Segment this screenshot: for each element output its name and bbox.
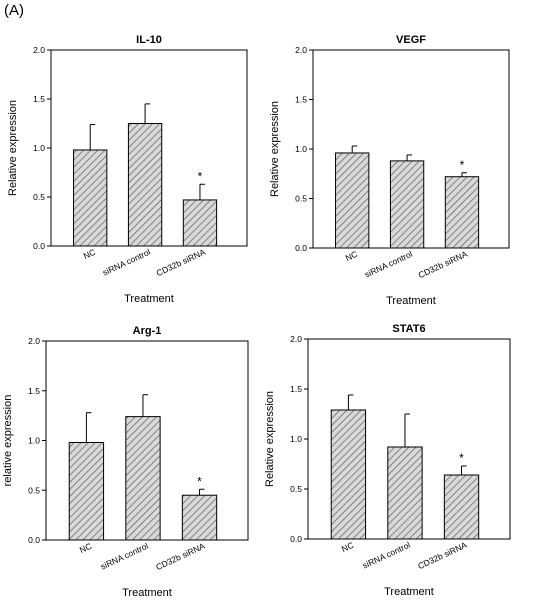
significance-mark: * bbox=[459, 451, 464, 465]
y-tick-label: 1.5 bbox=[295, 95, 307, 105]
y-axis-title: relative expression bbox=[2, 395, 14, 487]
bar bbox=[335, 152, 370, 249]
bar bbox=[443, 474, 480, 540]
bar bbox=[444, 176, 480, 249]
x-axis-title: Treatment bbox=[386, 295, 436, 307]
y-tick-label: 2.0 bbox=[28, 336, 40, 346]
x-axis-title: Treatment bbox=[384, 586, 434, 598]
y-tick-label: 0.5 bbox=[28, 485, 40, 495]
y-axis-title: Relative expression bbox=[269, 101, 281, 197]
category-label: CD32b siRNA bbox=[155, 247, 207, 279]
chart-panel-il-10: IL-10 0.0 0.5 1.0 1.5 2.0 Relative expression N… bbox=[7, 34, 248, 305]
y-tick-label: 2.0 bbox=[290, 334, 302, 344]
bar bbox=[330, 409, 367, 540]
y-tick-label: 1.0 bbox=[33, 143, 45, 153]
bar bbox=[125, 416, 161, 541]
y-tick-label: 1.5 bbox=[28, 386, 40, 396]
chart-title: VEGF bbox=[396, 34, 426, 46]
category-label: siRNA control bbox=[363, 249, 414, 280]
category-label: siRNA control bbox=[99, 541, 150, 572]
y-axis-title: Relative expression bbox=[264, 391, 276, 487]
category-label: CD32b siRNA bbox=[417, 249, 469, 281]
y-tick-label: 0.0 bbox=[28, 535, 40, 545]
category-label: CD32b siRNA bbox=[154, 541, 206, 573]
bar bbox=[73, 149, 108, 247]
bar bbox=[181, 494, 218, 541]
y-tick-label: 1.0 bbox=[28, 436, 40, 446]
chart-title: STAT6 bbox=[392, 323, 425, 335]
y-tick-label: 0.0 bbox=[33, 241, 45, 251]
y-tick-label: 1.0 bbox=[290, 434, 302, 444]
category-label: NC bbox=[344, 249, 359, 263]
y-tick-label: 0.0 bbox=[295, 243, 307, 253]
x-axis-title: Treatment bbox=[124, 293, 174, 305]
chart-panel-stat6: STAT6 0.0 0.5 1.0 1.5 2.0 Relative expression N… bbox=[264, 323, 511, 598]
bar bbox=[389, 160, 425, 249]
category-label: NC bbox=[340, 540, 355, 554]
bar bbox=[127, 123, 163, 247]
chart-title: IL-10 bbox=[136, 34, 162, 46]
chart-title: Arg-1 bbox=[133, 325, 162, 337]
y-tick-label: 0.5 bbox=[33, 192, 45, 202]
y-tick-label: 2.0 bbox=[295, 45, 307, 55]
bar bbox=[68, 441, 105, 541]
category-label: siRNA control bbox=[361, 540, 412, 571]
y-tick-label: 1.5 bbox=[33, 94, 45, 104]
y-tick-label: 0.5 bbox=[290, 484, 302, 494]
x-axis-title: Treatment bbox=[122, 587, 172, 599]
category-label: NC bbox=[82, 247, 97, 261]
category-label: NC bbox=[78, 541, 93, 555]
category-label: siRNA control bbox=[101, 247, 152, 278]
y-axis-title: Relative expression bbox=[7, 100, 19, 196]
y-tick-label: 2.0 bbox=[33, 45, 45, 55]
category-label: CD32b siRNA bbox=[416, 540, 468, 572]
y-tick-label: 0.0 bbox=[290, 534, 302, 544]
bar bbox=[387, 446, 423, 540]
panel-label: (A) bbox=[4, 2, 24, 19]
chart-panel-arg-1: Arg-1 0.0 0.5 1.0 1.5 2.0 relative expression N… bbox=[2, 325, 249, 599]
y-tick-label: 0.5 bbox=[295, 194, 307, 204]
significance-mark: * bbox=[460, 158, 465, 172]
y-tick-label: 1.5 bbox=[290, 384, 302, 394]
bar bbox=[182, 199, 218, 247]
significance-mark: * bbox=[197, 474, 202, 488]
significance-mark: * bbox=[198, 169, 203, 183]
y-tick-label: 1.0 bbox=[295, 144, 307, 154]
chart-panel-vegf: VEGF 0.0 0.5 1.0 1.5 2.0 Relative expression NC… bbox=[269, 34, 510, 307]
